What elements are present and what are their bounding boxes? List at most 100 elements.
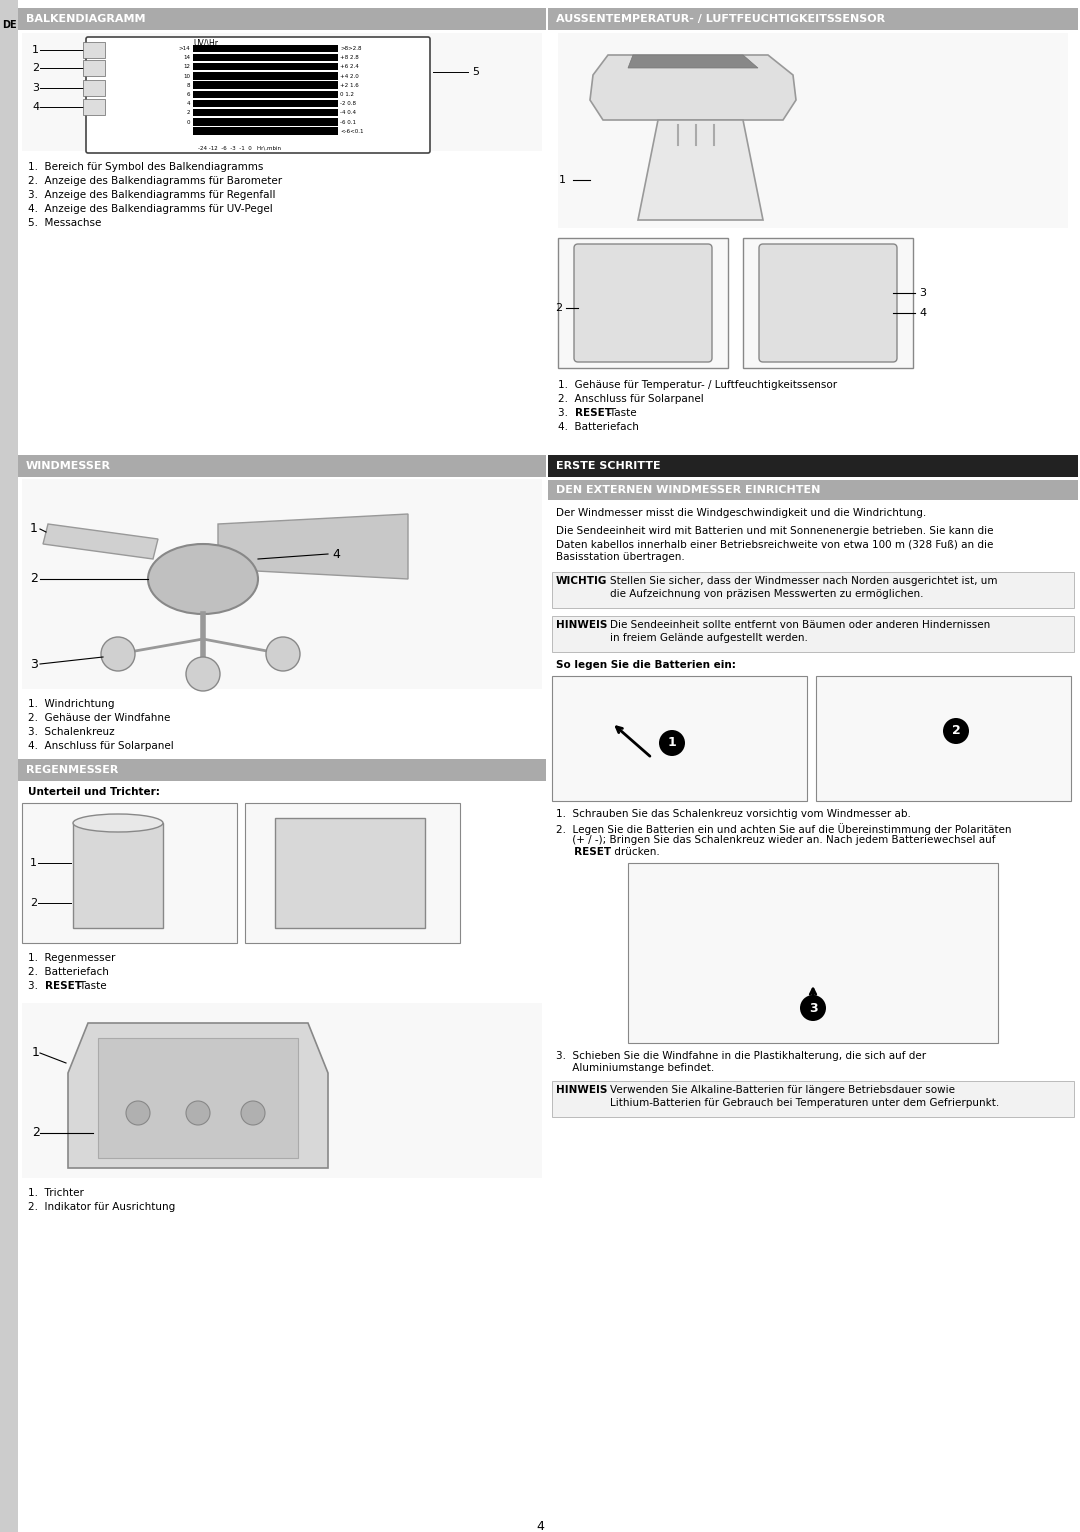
Text: 3: 3 <box>919 288 926 299</box>
Bar <box>22 803 237 944</box>
Text: So legen Sie die Batterien ein:: So legen Sie die Batterien ein: <box>556 660 735 669</box>
Bar <box>73 823 163 928</box>
Bar <box>275 818 426 928</box>
Bar <box>558 237 728 368</box>
Text: RESET: RESET <box>45 980 82 991</box>
Text: -Taste: -Taste <box>78 980 107 991</box>
Polygon shape <box>590 55 796 119</box>
Text: 3: 3 <box>32 83 39 93</box>
Text: 1: 1 <box>32 1046 40 1060</box>
Text: 2: 2 <box>555 303 562 313</box>
Text: 1: 1 <box>559 175 566 185</box>
Text: REGENMESSER: REGENMESSER <box>26 764 119 775</box>
Text: -10  -8  -6  -4  -2  0: -10 -8 -6 -4 -2 0 <box>193 46 252 51</box>
Bar <box>193 81 338 89</box>
Text: 4: 4 <box>332 547 340 561</box>
Bar <box>552 1082 1074 1117</box>
Text: Die Sendeeinheit wird mit Batterien und mit Sonnenenergie betrieben. Sie kann di: Die Sendeeinheit wird mit Batterien und … <box>556 525 994 562</box>
Text: 1.  Windrichtung: 1. Windrichtung <box>28 699 114 709</box>
Text: 1.  Bereich für Symbol des Balkendiagramms: 1. Bereich für Symbol des Balkendiagramm… <box>28 162 264 172</box>
Text: 2: 2 <box>30 573 38 585</box>
Bar <box>548 455 1078 476</box>
Bar <box>83 100 105 115</box>
Bar <box>193 100 338 107</box>
Text: 3: 3 <box>30 657 38 671</box>
Polygon shape <box>43 524 158 559</box>
Circle shape <box>266 637 300 671</box>
Bar <box>18 8 546 31</box>
Polygon shape <box>627 55 758 67</box>
Text: 2: 2 <box>30 898 37 908</box>
Text: 1.  Gehäuse für Temperatur- / Luftfeuchtigkeitssensor: 1. Gehäuse für Temperatur- / Luftfeuchti… <box>558 380 837 391</box>
Bar <box>816 676 1071 801</box>
Text: drücken.: drücken. <box>611 847 660 856</box>
Text: 2: 2 <box>187 110 190 115</box>
Text: HINWEIS: HINWEIS <box>556 1085 607 1095</box>
Bar <box>193 90 338 98</box>
Bar <box>193 72 338 80</box>
Circle shape <box>186 1102 210 1124</box>
Text: ERSTE SCHRITTE: ERSTE SCHRITTE <box>556 461 661 470</box>
Text: 1: 1 <box>30 858 37 869</box>
Text: 1: 1 <box>30 522 38 536</box>
Text: 3.  Schieben Sie die Windfahne in die Plastikhalterung, die sich auf der: 3. Schieben Sie die Windfahne in die Pla… <box>556 1051 927 1062</box>
Text: +6 2.4: +6 2.4 <box>340 64 359 69</box>
Ellipse shape <box>148 544 258 614</box>
Text: 0 1.2: 0 1.2 <box>340 92 354 97</box>
Bar <box>83 60 105 77</box>
Text: <-6<0.1: <-6<0.1 <box>340 129 364 133</box>
FancyBboxPatch shape <box>86 37 430 153</box>
Text: 3.: 3. <box>558 408 575 418</box>
Text: 2.  Gehäuse der Windfahne: 2. Gehäuse der Windfahne <box>28 712 171 723</box>
Text: 4.  Batteriefach: 4. Batteriefach <box>558 421 639 432</box>
Text: 3.  Schalenkreuz: 3. Schalenkreuz <box>28 728 114 737</box>
Text: -2 0.8: -2 0.8 <box>340 101 356 106</box>
Circle shape <box>943 719 969 745</box>
Text: DEN EXTERNEN WINDMESSER EINRICHTEN: DEN EXTERNEN WINDMESSER EINRICHTEN <box>556 486 821 495</box>
Bar <box>193 44 338 52</box>
Text: 1: 1 <box>667 737 676 749</box>
Bar <box>83 80 105 97</box>
Bar <box>83 41 105 58</box>
Text: 0: 0 <box>187 119 190 124</box>
Text: 5: 5 <box>472 67 480 77</box>
Text: BALKENDIAGRAMM: BALKENDIAGRAMM <box>26 14 146 25</box>
Bar <box>743 237 913 368</box>
Bar <box>627 863 998 1043</box>
Bar <box>0 0 18 1532</box>
Text: 1.  Regenmesser: 1. Regenmesser <box>28 953 116 964</box>
Circle shape <box>186 657 220 691</box>
Text: AUSSENTEMPERATUR- / LUFTFEUCHTIGKEITSSENSOR: AUSSENTEMPERATUR- / LUFTFEUCHTIGKEITSSEN… <box>556 14 886 25</box>
Text: 2.  Legen Sie die Batterien ein und achten Sie auf die Übereinstimmung der Polar: 2. Legen Sie die Batterien ein und achte… <box>556 823 1012 835</box>
Bar <box>193 109 338 116</box>
Bar <box>98 1039 298 1158</box>
Text: Der Windmesser misst die Windgeschwindigkeit und die Windrichtung.: Der Windmesser misst die Windgeschwindig… <box>556 509 927 518</box>
Text: RESET: RESET <box>556 847 611 856</box>
Polygon shape <box>638 119 762 221</box>
Text: -Taste: -Taste <box>607 408 637 418</box>
Text: DE: DE <box>2 20 16 31</box>
Text: +2 1.6: +2 1.6 <box>340 83 359 87</box>
Text: -4 0.4: -4 0.4 <box>340 110 356 115</box>
Text: 3.: 3. <box>28 980 44 991</box>
Bar <box>18 758 546 781</box>
Bar <box>22 480 542 689</box>
Text: -24 -12  -6  -3  -1  0   Hr\.mbin: -24 -12 -6 -3 -1 0 Hr\.mbin <box>198 146 281 150</box>
Text: 4.  Anschluss für Solarpanel: 4. Anschluss für Solarpanel <box>28 741 174 751</box>
Circle shape <box>800 994 826 1020</box>
Bar <box>193 127 338 135</box>
Text: 6: 6 <box>187 92 190 97</box>
Text: UV/\Hr: UV/\Hr <box>193 38 218 47</box>
Text: 4: 4 <box>32 103 39 112</box>
Text: >8>2.8: >8>2.8 <box>340 46 362 51</box>
Polygon shape <box>218 515 408 579</box>
Text: 2.  Batteriefach: 2. Batteriefach <box>28 967 109 977</box>
Text: 2: 2 <box>32 63 39 74</box>
Text: WINDMESSER: WINDMESSER <box>26 461 111 470</box>
FancyBboxPatch shape <box>759 244 897 362</box>
Bar <box>548 480 1078 499</box>
Text: 2.  Anschluss für Solarpanel: 2. Anschluss für Solarpanel <box>558 394 704 404</box>
Text: 5.  Messachse: 5. Messachse <box>28 218 102 228</box>
Polygon shape <box>68 1023 328 1167</box>
Text: 14: 14 <box>183 55 190 60</box>
